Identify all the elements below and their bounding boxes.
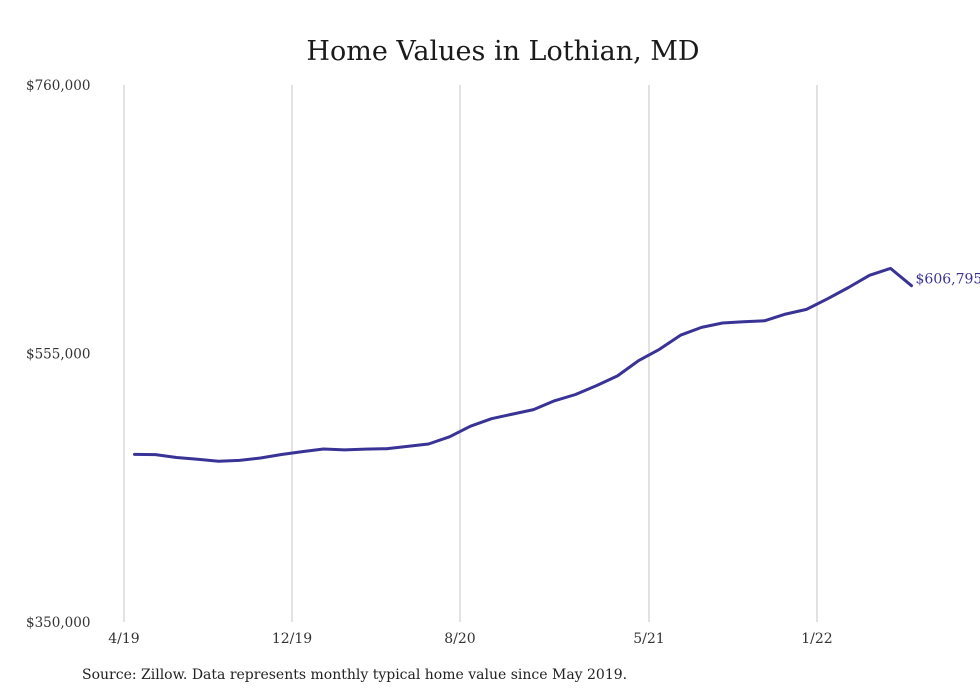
x-tick-label: 4/19 [108, 631, 139, 647]
gridlines [123, 85, 818, 622]
x-tick-label: 8/20 [444, 631, 475, 647]
y-axis: $760,000 $555,000 $350,000 [26, 78, 90, 631]
chart-title: Home Values in Lothian, MD [306, 36, 699, 67]
x-tick-label: 5/21 [633, 631, 664, 647]
end-value-label: $606,795 [916, 272, 980, 288]
y-tick-label: $350,000 [26, 615, 90, 631]
x-tick-label: 12/19 [272, 631, 312, 647]
y-tick-label: $555,000 [26, 347, 90, 363]
x-tick-label: 1/22 [801, 631, 832, 647]
x-axis: 4/19 12/19 8/20 5/21 1/22 [108, 631, 832, 647]
series-layer: $606,795 [133, 266, 980, 463]
y-tick-label: $760,000 [26, 78, 90, 94]
source-note: Source: Zillow. Data represents monthly … [82, 667, 628, 683]
series-line [133, 266, 913, 463]
